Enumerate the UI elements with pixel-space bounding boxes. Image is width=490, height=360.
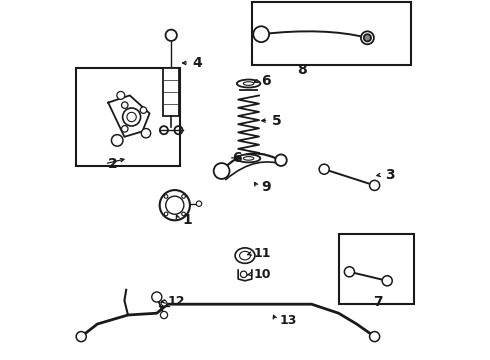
Bar — [252, 2, 411, 65]
Text: 6: 6 — [261, 74, 271, 88]
Circle shape — [122, 102, 128, 108]
Circle shape — [361, 31, 374, 44]
Text: 3: 3 — [386, 168, 395, 181]
Circle shape — [160, 190, 190, 220]
Ellipse shape — [237, 80, 260, 87]
Circle shape — [196, 201, 202, 206]
Circle shape — [253, 26, 269, 42]
Circle shape — [164, 212, 168, 216]
Text: 8: 8 — [297, 63, 307, 77]
Text: 1: 1 — [182, 213, 192, 226]
Bar — [76, 68, 180, 166]
Text: 12: 12 — [168, 295, 185, 308]
Ellipse shape — [237, 154, 260, 162]
Circle shape — [182, 212, 185, 216]
Circle shape — [161, 300, 167, 306]
Circle shape — [117, 91, 125, 99]
Circle shape — [182, 195, 185, 198]
Circle shape — [344, 267, 354, 277]
Bar — [163, 68, 179, 116]
Text: 4: 4 — [193, 56, 202, 70]
Circle shape — [369, 180, 380, 190]
Text: 13: 13 — [279, 314, 296, 327]
Text: 11: 11 — [254, 247, 271, 260]
Circle shape — [76, 332, 86, 342]
Polygon shape — [108, 95, 149, 137]
Circle shape — [140, 107, 147, 113]
Text: 5: 5 — [272, 114, 282, 127]
Text: 9: 9 — [261, 180, 271, 194]
Circle shape — [141, 129, 151, 138]
Circle shape — [241, 271, 247, 278]
Circle shape — [369, 332, 380, 342]
Circle shape — [382, 276, 392, 286]
Text: 6: 6 — [232, 151, 242, 165]
Circle shape — [275, 154, 287, 166]
Circle shape — [122, 126, 128, 132]
Text: 10: 10 — [254, 268, 271, 281]
Circle shape — [214, 163, 229, 179]
Ellipse shape — [235, 248, 255, 264]
Circle shape — [160, 311, 168, 319]
Circle shape — [152, 292, 162, 302]
Circle shape — [111, 135, 123, 146]
Circle shape — [364, 34, 371, 41]
Bar — [339, 234, 414, 304]
Text: 7: 7 — [373, 296, 382, 309]
Circle shape — [319, 164, 329, 174]
Circle shape — [122, 108, 141, 126]
Text: 2: 2 — [108, 157, 118, 171]
Circle shape — [164, 195, 168, 198]
